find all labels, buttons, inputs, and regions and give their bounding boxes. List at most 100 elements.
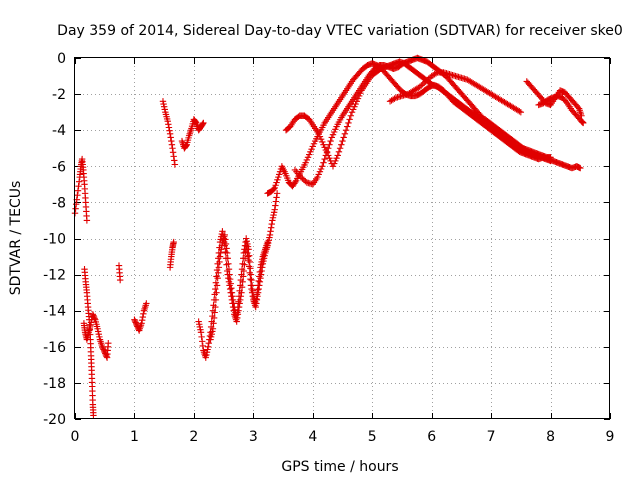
data-point-k <box>577 164 584 172</box>
data-point-j <box>240 255 247 262</box>
y-tick-label: -4 <box>52 123 66 139</box>
data-point-i <box>244 253 252 260</box>
data-point-f <box>161 106 168 113</box>
data-point-g <box>170 238 177 246</box>
data-point-j <box>243 235 250 242</box>
data-point-f <box>170 153 177 160</box>
data-point-j <box>218 242 226 249</box>
data-point-j <box>234 303 242 311</box>
data-point-i <box>266 231 274 239</box>
data-point-k <box>302 159 309 166</box>
data-point-j <box>255 277 262 285</box>
data-point-l <box>332 157 339 165</box>
data-point-m <box>329 131 337 138</box>
data-point-j <box>238 271 245 278</box>
data-point-i <box>202 354 209 361</box>
data-point-i <box>196 321 203 328</box>
data-point-i <box>272 202 279 209</box>
data-point-c <box>94 325 101 332</box>
data-point-j <box>214 275 221 282</box>
data-point-n <box>418 82 425 89</box>
data-point-j <box>210 314 218 322</box>
data-point-j <box>228 284 235 292</box>
data-point-i <box>195 318 202 325</box>
x-tick-label: 2 <box>189 429 198 445</box>
data-point-i <box>204 346 211 353</box>
data-point-i <box>271 206 278 213</box>
data-point-a <box>75 178 83 185</box>
data-point-i <box>255 285 262 293</box>
data-point-j <box>213 282 221 289</box>
data-point-n <box>425 75 432 82</box>
data-point-l <box>340 134 347 141</box>
data-point-l <box>350 106 357 113</box>
data-point-m <box>319 163 326 170</box>
data-point-n <box>516 108 523 115</box>
data-point-e <box>131 317 139 325</box>
data-point-k <box>275 173 282 181</box>
data-point-i <box>268 220 275 228</box>
data-point-j <box>244 243 252 250</box>
data-point-k <box>270 185 278 193</box>
data-point-e <box>133 320 140 327</box>
data-point-j <box>229 296 237 304</box>
data-point-j <box>213 289 220 296</box>
data-point-j <box>259 256 266 263</box>
data-point-k <box>292 178 299 186</box>
y-tick-label: -8 <box>52 195 66 211</box>
data-point-h <box>192 118 199 126</box>
data-point-f <box>168 137 175 145</box>
data-point-c <box>94 328 102 335</box>
data-point-j <box>230 300 237 307</box>
data-point-l <box>347 112 355 119</box>
data-point-i <box>267 224 275 231</box>
x-tick-label: 5 <box>368 429 377 445</box>
data-point-j <box>227 280 234 287</box>
data-point-i <box>226 285 234 293</box>
data-point-j <box>223 245 230 252</box>
data-point-j <box>212 296 220 304</box>
data-point-i <box>247 275 254 283</box>
data-point-j <box>208 330 215 338</box>
data-point-j <box>237 276 245 284</box>
data-point-i <box>197 329 205 336</box>
x-tick-label: 4 <box>308 429 317 445</box>
data-point-k <box>272 182 279 189</box>
data-point-m <box>299 175 306 182</box>
data-point-j <box>212 303 219 311</box>
data-point-j <box>223 249 231 257</box>
data-point-j <box>258 258 265 266</box>
data-point-e <box>138 320 145 327</box>
data-point-f <box>164 117 171 125</box>
data-point-i <box>205 339 212 347</box>
x-tick-label: 7 <box>487 429 496 445</box>
data-point-l <box>319 138 326 146</box>
data-point-e <box>140 310 147 318</box>
data-point-i <box>219 228 226 235</box>
chart-title: Day 359 of 2014, Sidereal Day-to-day VTE… <box>57 23 623 39</box>
data-point-m <box>325 145 332 152</box>
x-tick-label: 6 <box>427 429 436 445</box>
data-point-j <box>257 264 264 271</box>
data-point-c <box>99 344 107 352</box>
data-point-l <box>330 160 338 167</box>
data-point-k <box>273 179 280 186</box>
data-point-j <box>215 264 223 271</box>
data-point-n <box>421 79 428 87</box>
data-point-j <box>247 271 255 278</box>
data-point-e <box>143 300 150 307</box>
data-point-n <box>424 76 431 84</box>
y-tick-label: -2 <box>52 87 66 103</box>
data-point-k <box>306 151 313 158</box>
data-point-h <box>199 120 207 128</box>
data-point-l <box>341 130 349 138</box>
data-point-j <box>218 246 225 253</box>
data-point-i <box>269 214 277 221</box>
data-point-j <box>244 240 251 248</box>
data-point-i <box>197 326 204 333</box>
data-point-j <box>249 287 256 295</box>
data-point-k <box>275 171 283 178</box>
data-point-f <box>171 161 179 168</box>
data-point-j <box>226 271 233 278</box>
data-point-c <box>99 343 106 350</box>
